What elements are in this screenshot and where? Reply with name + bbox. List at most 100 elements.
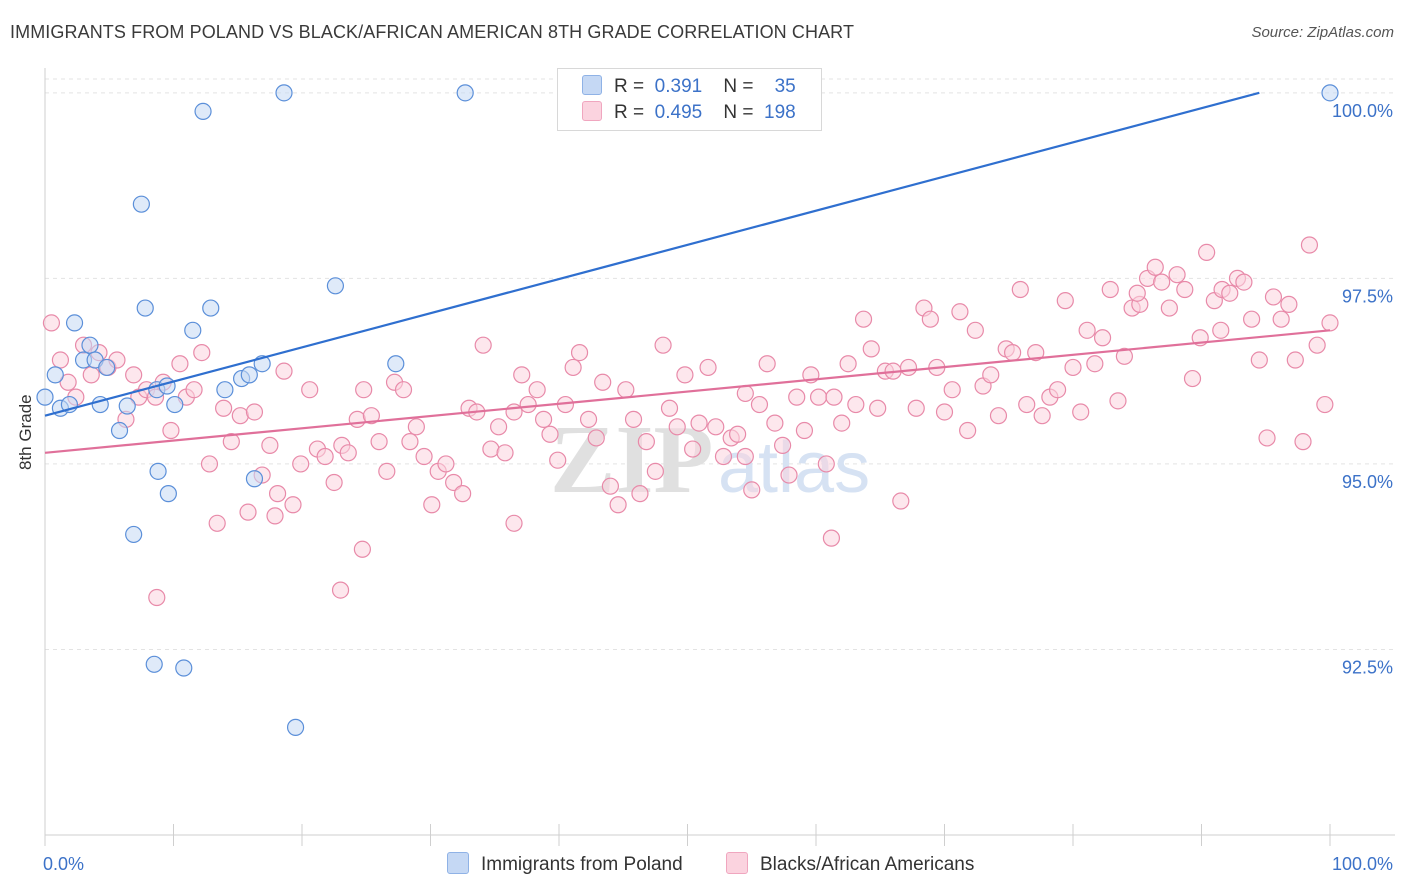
x-tick-label: 100.0% <box>1332 854 1393 874</box>
point-black <box>609 496 627 514</box>
legend-row-black: R = 0.495 N = 198 <box>582 101 796 125</box>
point-black <box>594 373 612 391</box>
point-black <box>966 321 984 339</box>
point-black <box>331 581 350 599</box>
point-black <box>362 407 380 425</box>
legend-n-label: N = <box>723 102 754 123</box>
point-black <box>1033 407 1051 425</box>
point-black <box>1115 347 1134 365</box>
legend-r-value: 0.495 <box>654 102 703 123</box>
point-poland <box>46 366 64 384</box>
point-black <box>825 388 843 406</box>
source-label: Source: ZipAtlas.com <box>1251 24 1394 41</box>
axes <box>44 68 1395 846</box>
point-black <box>1294 433 1312 451</box>
bottom-legend-swatch-black <box>726 852 748 874</box>
point-black <box>1018 395 1036 414</box>
point-black <box>1056 292 1074 310</box>
point-black <box>839 355 857 373</box>
point-poland <box>145 655 163 673</box>
point-black <box>339 444 357 462</box>
legend-n-label: N = <box>723 76 754 97</box>
point-black <box>1011 280 1029 299</box>
point-black <box>943 381 961 399</box>
point-poland <box>456 84 474 102</box>
x-tick-label: 0.0% <box>43 854 84 874</box>
point-black <box>1086 355 1104 373</box>
point-black <box>162 421 180 440</box>
point-black <box>579 410 598 428</box>
point-black <box>1048 381 1067 399</box>
point-black <box>541 425 559 443</box>
point-black <box>982 366 1000 384</box>
point-black <box>245 403 264 421</box>
point-black <box>1078 321 1096 339</box>
point-black <box>1250 351 1268 369</box>
point-black <box>833 414 851 432</box>
point-black <box>736 447 754 466</box>
stats-legend: R = 0.391 N = 35 R = 0.495 N = 198 <box>557 68 822 131</box>
watermark-atlas: atlas <box>718 428 870 508</box>
point-black <box>1168 266 1186 284</box>
point-black <box>690 414 708 432</box>
bottom-legend-label-poland: Immigrants from Poland <box>481 854 683 875</box>
point-poland <box>275 84 293 102</box>
point-black <box>617 381 635 399</box>
point-black <box>854 310 873 328</box>
point-black <box>407 418 425 436</box>
point-poland <box>1321 84 1339 102</box>
point-black <box>1308 336 1326 354</box>
point-black <box>570 343 589 362</box>
point-black <box>51 351 70 369</box>
y-tick-label: 100.0% <box>1332 101 1393 121</box>
point-black <box>1264 288 1283 306</box>
point-black <box>1243 310 1261 328</box>
point-black <box>1072 403 1090 421</box>
point-black <box>601 477 620 495</box>
point-poland <box>81 336 99 354</box>
point-black <box>951 303 969 321</box>
point-black <box>766 414 784 432</box>
point-black <box>564 358 582 377</box>
point-black <box>275 362 293 380</box>
point-black <box>513 366 531 384</box>
point-black <box>474 336 492 354</box>
point-black <box>989 407 1008 425</box>
point-black <box>1272 310 1290 328</box>
point-poland <box>36 388 54 406</box>
point-black <box>668 418 686 436</box>
point-black <box>353 540 371 558</box>
point-poland <box>175 659 193 677</box>
point-black <box>125 366 143 384</box>
point-poland <box>184 321 202 339</box>
point-black <box>1258 429 1276 447</box>
trend-lines <box>44 91 1331 454</box>
point-black <box>1221 284 1239 302</box>
point-black <box>1153 273 1171 291</box>
point-poland <box>166 395 184 414</box>
point-black <box>1093 329 1112 347</box>
point-black <box>528 381 546 399</box>
point-black <box>1160 299 1178 317</box>
point-black <box>773 436 792 454</box>
point-black <box>519 395 537 414</box>
point-poland <box>216 381 234 399</box>
point-black <box>1300 236 1319 254</box>
point-black <box>1321 314 1339 332</box>
point-poland <box>245 470 264 488</box>
point-black <box>208 514 226 532</box>
point-poland <box>286 718 305 736</box>
point-black <box>59 373 77 391</box>
point-black <box>415 447 433 466</box>
point-black <box>631 485 649 503</box>
point-black <box>394 381 413 399</box>
legend-n-value: 35 <box>774 76 796 97</box>
point-black <box>1176 280 1194 299</box>
point-black <box>892 492 910 510</box>
point-poland <box>65 314 84 332</box>
point-poland <box>326 277 345 295</box>
legend-n-value: 198 <box>764 102 796 123</box>
point-black <box>496 444 514 462</box>
point-black <box>959 421 977 440</box>
